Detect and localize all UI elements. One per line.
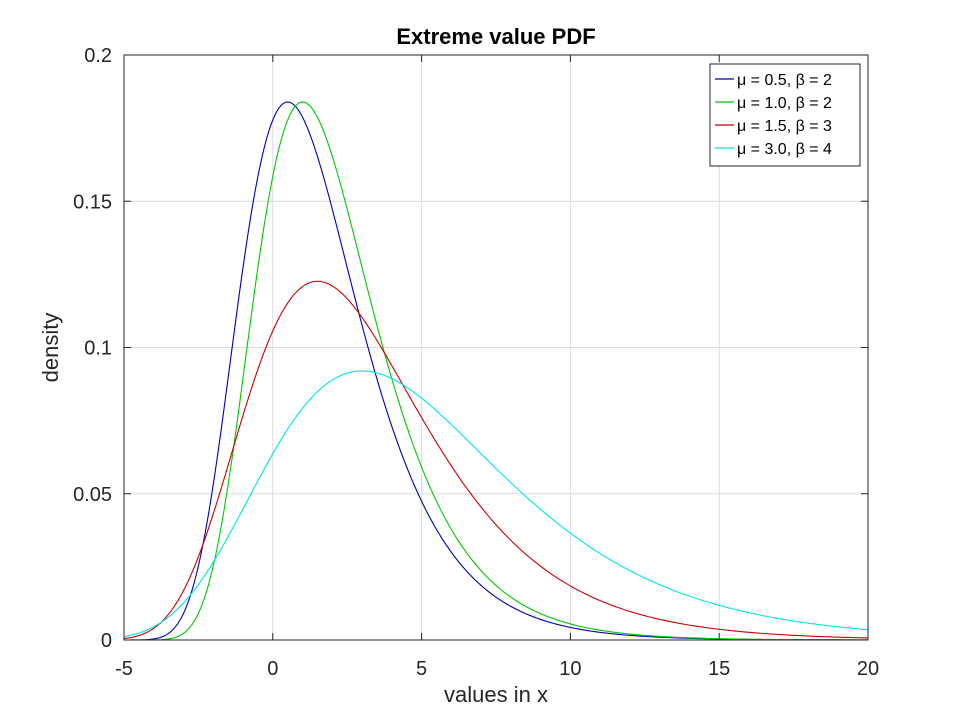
- legend-entry: μ = 1.0, β = 2: [737, 95, 832, 112]
- chart-title: Extreme value PDF: [396, 24, 595, 49]
- y-tick-label: 0.05: [73, 484, 112, 506]
- x-tick-label: -5: [115, 658, 133, 680]
- plot-lines: [123, 101, 869, 641]
- x-tick-label: 15: [708, 658, 730, 680]
- y-tick-label: 0: [101, 630, 112, 652]
- legend-entry: μ = 0.5, β = 2: [737, 72, 832, 89]
- legend-entry: μ = 1.5, β = 3: [737, 118, 832, 135]
- series-line-4: [123, 370, 869, 638]
- y-axis-label: density: [38, 313, 63, 383]
- y-tick-label: 0.2: [84, 45, 112, 67]
- y-tick-label: 0.1: [84, 338, 112, 360]
- series-line-3: [123, 280, 869, 640]
- legend: μ = 0.5, β = 2 μ = 1.0, β = 2 μ = 1.5, β =…: [709, 63, 861, 167]
- x-tick-label: 0: [267, 658, 278, 680]
- legend-box: [709, 63, 861, 167]
- x-tick-label: 20: [857, 658, 879, 680]
- y-tick-label: 0.15: [73, 191, 112, 213]
- series-line-2: [124, 101, 868, 641]
- legend-entry: μ = 3.0, β = 4: [737, 141, 832, 158]
- x-tick-label: 10: [559, 658, 581, 680]
- x-tick-label: 5: [416, 658, 427, 680]
- x-axis-label: values in x: [444, 682, 548, 707]
